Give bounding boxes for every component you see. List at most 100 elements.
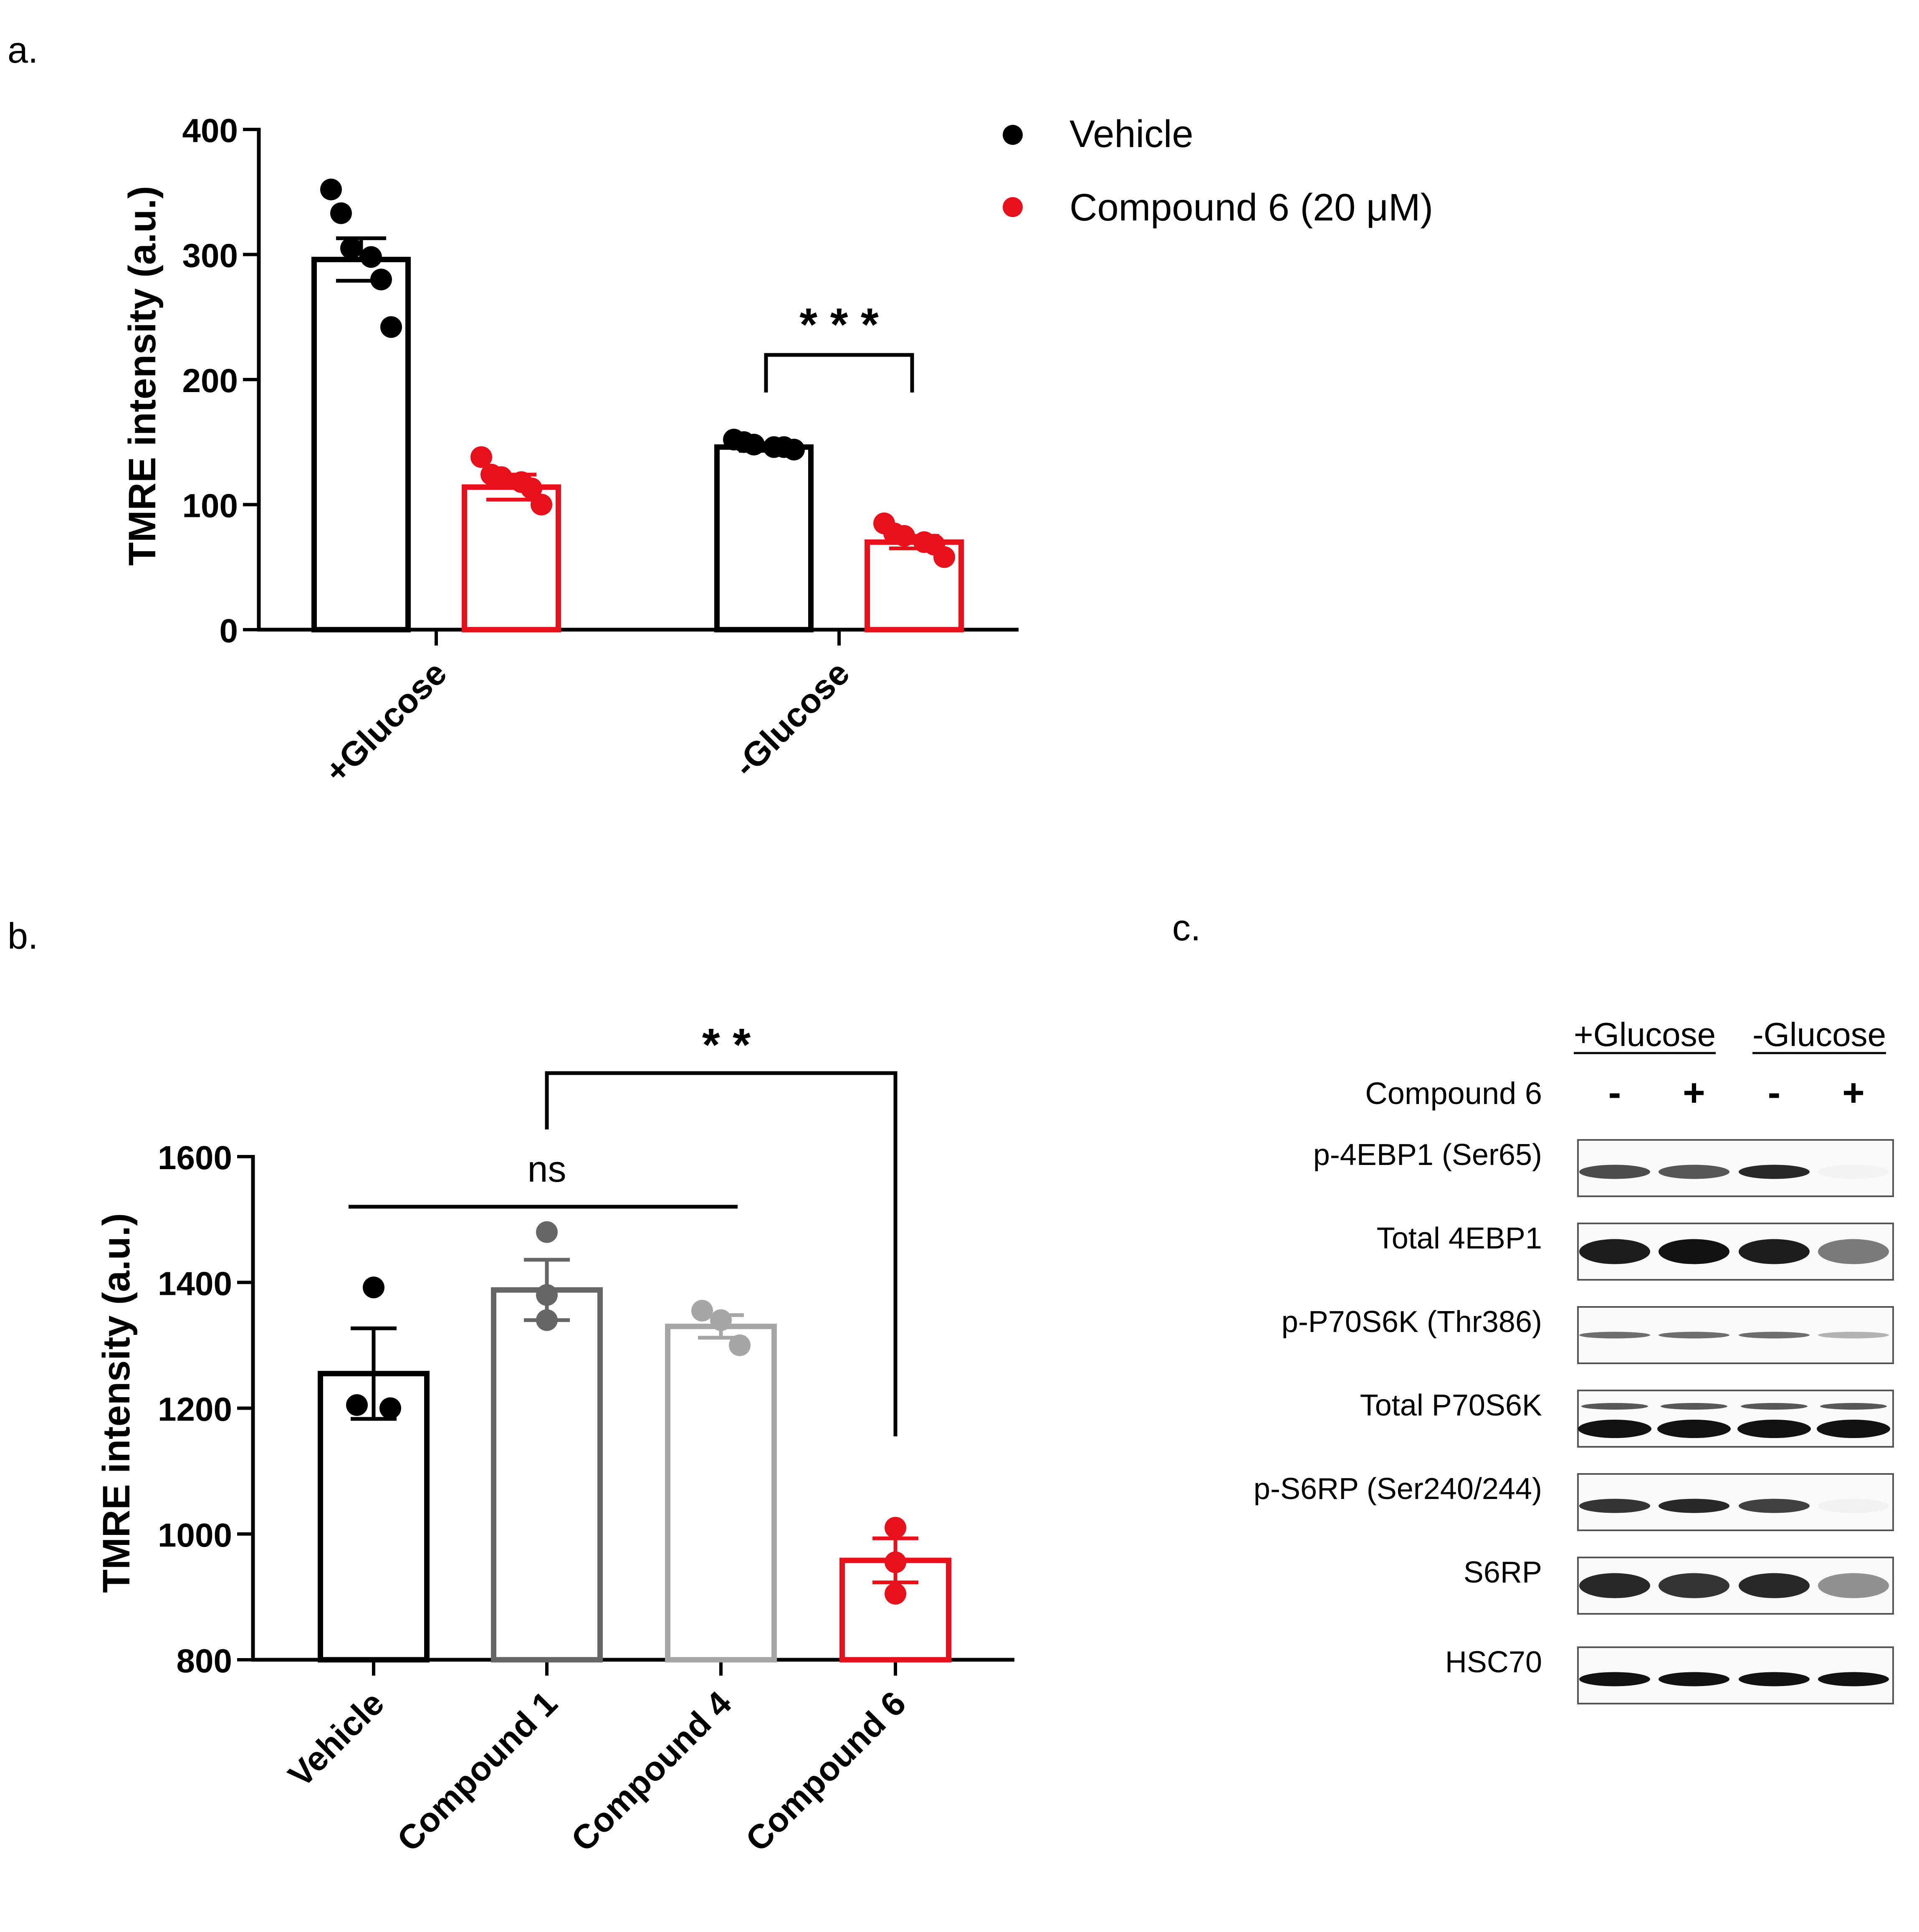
blot-band: [1818, 1499, 1889, 1513]
panel-a-y-tick-label: 200: [182, 362, 238, 399]
blot-band: [1818, 1332, 1889, 1339]
blot-strip: [1577, 1473, 1894, 1531]
panel-b-y-tick-label: 1600: [158, 1139, 232, 1176]
panel-b-data-point: [536, 1284, 558, 1306]
blot-group-minus-glucose: -Glucose: [1752, 1016, 1886, 1053]
panel-a-axes: 0 100 200 300 400: [182, 112, 1019, 649]
legend-marker-compound6: [1003, 197, 1023, 217]
legend-label-vehicle: Vehicle: [1069, 113, 1193, 155]
panel-a-y-tick-label: 100: [182, 487, 238, 524]
panel-b-bar-chart: b. TMRE intensity (a.u.) 800 1000 1200 1400…: [8, 915, 1014, 1859]
panel-b-data-point: [363, 1276, 384, 1299]
blot-band: [1659, 1239, 1729, 1264]
legend-label-compound6: Compound 6 (20 μM): [1069, 186, 1433, 229]
blot-band: [1818, 1573, 1889, 1598]
blot-band: [1739, 1165, 1810, 1179]
panel-b-bars: [318, 1221, 951, 1663]
panel-a-y-tick-label: 400: [182, 112, 238, 149]
blot-band: [1578, 1420, 1651, 1438]
panel-b-bar: [491, 1287, 603, 1663]
panel-a-data-point: [320, 178, 342, 200]
panel-a-bars: [311, 178, 964, 633]
panel-c-western-blot: c. +Glucose -Glucose Compound 6 - + - + p-4…: [1172, 907, 1894, 1704]
blot-band: [1818, 1672, 1889, 1686]
panel-a-data-point: [380, 316, 402, 338]
blot-band: [1817, 1420, 1890, 1438]
panel-b-x-tick-label: Compound 4: [564, 1684, 739, 1859]
blot-treatment-label: Compound 6: [1365, 1076, 1542, 1111]
panel-a-legend: Vehicle Compound 6 (20 μM): [1003, 113, 1433, 229]
panel-a-y-axis-label: TMRE intensity (a.u.): [121, 186, 164, 566]
blot-row-label: p-S6RP (Ser240/244): [1254, 1472, 1542, 1506]
blot-band: [1657, 1420, 1731, 1438]
panel-a-y-tick-label: 300: [182, 237, 238, 274]
panel-a-data-point: [531, 494, 552, 516]
panel-a-significance-bracket: [764, 353, 914, 392]
panel-b-data-point: [885, 1517, 906, 1539]
panel-a-data-point: [783, 438, 805, 461]
blot-band: [1579, 1499, 1650, 1513]
panel-b-x-tick-label: Vehicle: [281, 1684, 392, 1794]
panel-a-data-point: [933, 546, 955, 568]
panel-b-data-point: [536, 1221, 558, 1243]
panel-a-bar-chart: a. TMRE intensity (a.u.) 0 100 200 300 400 +…: [8, 29, 1433, 790]
blot-band: [1659, 1672, 1729, 1686]
panel-a-x-tick-label: -Glucose: [726, 654, 857, 784]
panel-a-data-point: [370, 268, 392, 291]
blot-row-label: HSC70: [1445, 1646, 1542, 1679]
panel-b-bar: [665, 1324, 777, 1663]
panel-b-ns-label: ns: [528, 1148, 566, 1190]
panel-b-data-point: [885, 1583, 906, 1605]
panel-b-data-point: [379, 1397, 401, 1419]
panel-b-data-point: [710, 1309, 732, 1331]
blot-band: [1581, 1403, 1648, 1410]
blot-strip: [1577, 1390, 1894, 1448]
blot-lane-sign: +: [1683, 1071, 1705, 1114]
panel-b-significance: ns * *: [349, 1019, 898, 1436]
panel-b-label: b.: [8, 915, 38, 957]
panel-b-data-point: [536, 1309, 558, 1331]
panel-b-data-point: [691, 1300, 713, 1322]
panel-a-data-point: [340, 237, 362, 259]
blot-band: [1739, 1573, 1810, 1598]
blot-row-label: p-P70S6K (Thr386): [1282, 1305, 1542, 1339]
blot-band: [1659, 1573, 1729, 1598]
panel-a-label: a.: [8, 29, 38, 71]
panel-b-x-tick-label: Compound 1: [390, 1684, 565, 1859]
panel-a-significance-label: * * *: [799, 299, 879, 350]
panel-a-data-point: [521, 477, 542, 499]
panel-b-y-tick-label: 1400: [158, 1265, 232, 1302]
blot-band: [1661, 1403, 1727, 1410]
panel-a-x-tick-label: +Glucose: [318, 654, 454, 790]
panel-a-data-point: [743, 433, 765, 456]
panel-b-data-point: [885, 1551, 906, 1573]
blot-row-label: Total 4EBP1: [1377, 1222, 1542, 1255]
panel-a-data-point: [360, 246, 382, 268]
panel-a-data-point: [330, 202, 352, 224]
panel-a-data-point: [893, 525, 915, 547]
blot-band: [1739, 1239, 1810, 1264]
blot-band: [1579, 1332, 1650, 1339]
blot-lane-sign: +: [1842, 1071, 1865, 1114]
blot-band: [1741, 1403, 1808, 1410]
blot-band: [1737, 1420, 1811, 1438]
blot-band: [1579, 1672, 1650, 1686]
panel-a-significance: * * *: [764, 299, 914, 392]
blot-band: [1739, 1332, 1810, 1339]
blot-group-plus-glucose: +Glucose: [1574, 1016, 1716, 1053]
blot-band: [1739, 1672, 1810, 1686]
panel-b-data-point: [729, 1334, 751, 1356]
legend-marker-vehicle: [1003, 125, 1023, 145]
panel-b-x-tick-label: Compound 6: [738, 1684, 913, 1859]
panel-b-significance-label: * *: [702, 1019, 751, 1071]
panel-b-y-tick-label: 1200: [158, 1391, 232, 1428]
panel-a-bar: [714, 444, 814, 633]
blot-band: [1820, 1403, 1887, 1410]
blot-lane-signs: - + - +: [1608, 1071, 1865, 1114]
blot-lane-sign: -: [1608, 1071, 1621, 1114]
blot-band: [1818, 1165, 1889, 1179]
blot-rows: p-4EBP1 (Ser65) Total 4EBP1 p-P70S6K (Thr3…: [1254, 1138, 1894, 1704]
panel-a-x-tick-labels: +Glucose -Glucose: [318, 654, 857, 790]
